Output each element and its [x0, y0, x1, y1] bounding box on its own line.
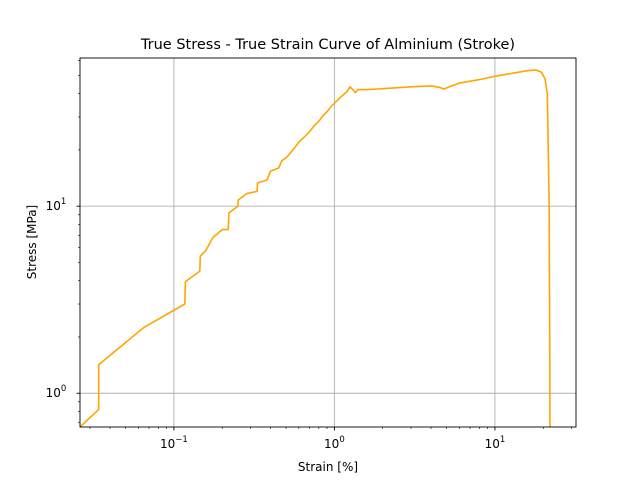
grid: [80, 58, 576, 427]
ticks: 10−1 100 101 100 101: [46, 60, 572, 451]
plot-frame: [79, 57, 577, 428]
x-tick-label: 10−1: [160, 435, 188, 451]
y-tick-label: 100: [46, 384, 67, 400]
x-axis-label: Strain [%]: [298, 460, 358, 474]
series-line: [80, 69, 551, 427]
x-tick-label: 101: [485, 435, 506, 451]
y-axis-label: Stress [MPa]: [25, 205, 39, 279]
x-tick-label: 100: [324, 435, 345, 451]
chart-title: True Stress - True Strain Curve of Almin…: [140, 37, 515, 53]
y-tick-label: 101: [46, 197, 67, 213]
